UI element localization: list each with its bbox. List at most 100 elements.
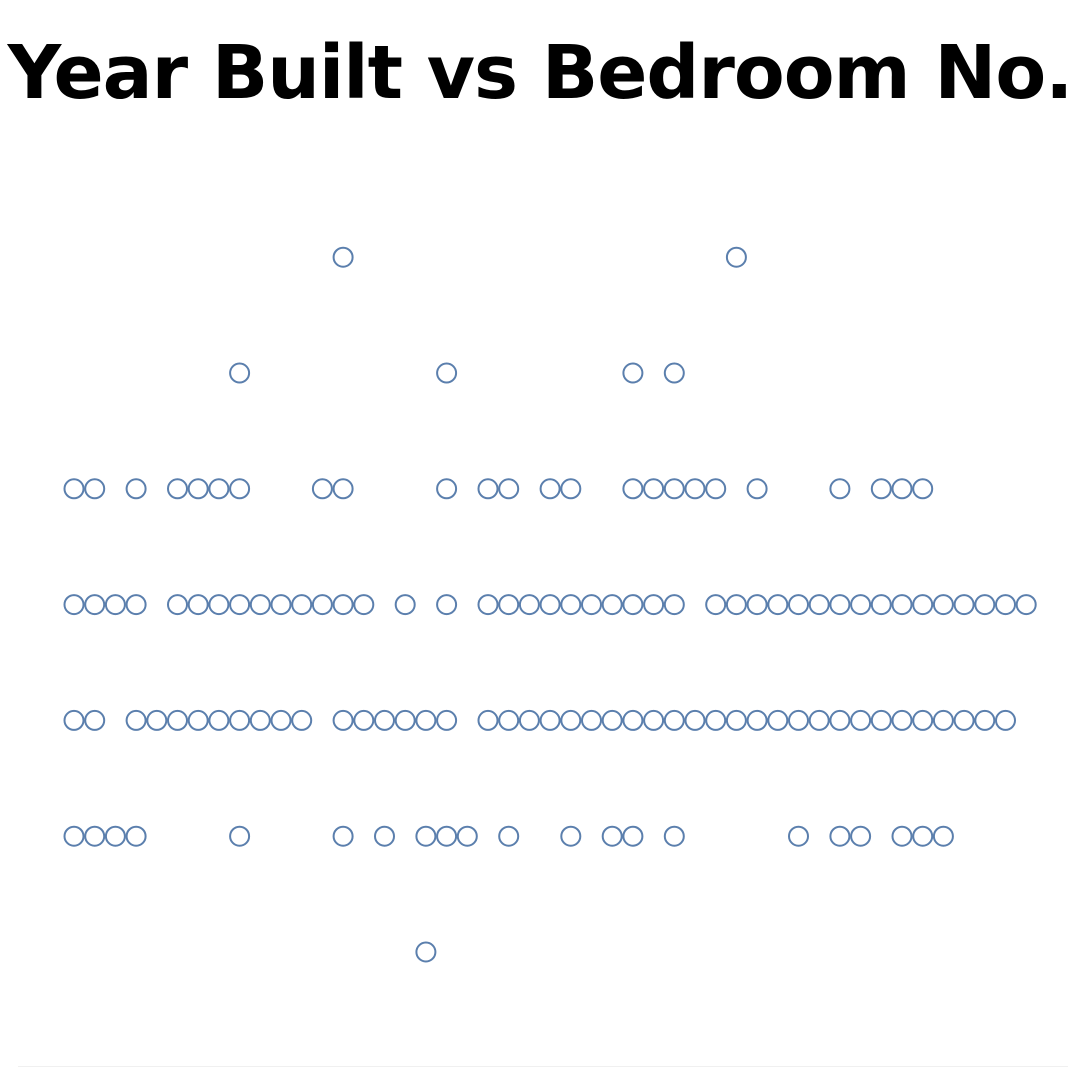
data-point <box>84 709 106 731</box>
data-point <box>581 594 602 616</box>
data-point <box>187 709 209 731</box>
data-point <box>270 594 292 616</box>
data-point <box>394 709 416 731</box>
data-point <box>746 709 768 731</box>
data-point <box>705 709 727 731</box>
data-point <box>291 709 313 731</box>
data-point <box>477 478 499 500</box>
data-point <box>643 709 665 731</box>
data-point <box>1015 594 1037 616</box>
data-point <box>560 594 582 616</box>
data-point <box>394 594 416 616</box>
data-point <box>498 825 520 847</box>
data-point <box>622 825 644 847</box>
data-point <box>891 594 913 616</box>
data-point <box>663 478 685 500</box>
data-point <box>705 594 727 616</box>
data-point <box>808 594 830 616</box>
data-point <box>850 594 872 616</box>
data-point <box>332 478 354 500</box>
data-point <box>104 825 126 847</box>
data-point <box>539 478 561 500</box>
data-point <box>663 362 685 384</box>
data-point <box>63 478 85 500</box>
data-point <box>291 594 313 616</box>
data-point <box>870 709 892 731</box>
data-point <box>208 709 230 731</box>
data-point <box>456 825 478 847</box>
data-point <box>353 709 375 731</box>
data-point <box>477 709 499 731</box>
data-point <box>436 478 458 500</box>
data-point <box>622 594 644 616</box>
data-point <box>84 594 106 616</box>
data-point <box>705 478 727 500</box>
data-point <box>622 709 644 731</box>
data-point <box>229 362 251 384</box>
data-point <box>374 825 395 847</box>
data-point <box>187 478 209 500</box>
data-point <box>104 594 126 616</box>
data-point <box>270 709 292 731</box>
data-point <box>663 825 685 847</box>
data-point <box>208 478 230 500</box>
chart-title: Year Built vs Bedroom No. <box>7 30 1074 116</box>
data-point <box>912 825 934 847</box>
data-point <box>415 709 437 731</box>
data-point <box>601 825 623 847</box>
data-point <box>498 478 520 500</box>
data-point <box>850 825 872 847</box>
data-point <box>229 478 251 500</box>
data-point <box>436 362 458 384</box>
data-point <box>870 478 892 500</box>
data-point <box>995 709 1016 731</box>
data-point <box>725 246 747 268</box>
data-point <box>353 594 375 616</box>
data-point <box>332 709 354 731</box>
data-point <box>829 478 851 500</box>
data-point <box>912 594 934 616</box>
data-point <box>643 594 665 616</box>
data-point <box>560 478 582 500</box>
data-point <box>932 709 954 731</box>
data-point <box>539 594 561 616</box>
data-point <box>229 594 251 616</box>
data-point <box>829 825 851 847</box>
data-point <box>415 825 437 847</box>
data-point <box>249 709 271 731</box>
data-point <box>912 709 934 731</box>
data-point <box>891 478 913 500</box>
data-point <box>187 594 209 616</box>
data-point <box>332 594 354 616</box>
data-point <box>581 709 602 731</box>
data-point <box>684 478 706 500</box>
data-point <box>912 478 934 500</box>
data-point <box>436 825 458 847</box>
data-point <box>788 594 809 616</box>
data-point <box>974 709 996 731</box>
data-point <box>84 478 106 500</box>
data-point <box>518 594 540 616</box>
data-point <box>684 709 706 731</box>
data-point <box>125 478 147 500</box>
data-point <box>167 594 188 616</box>
data-point <box>125 825 147 847</box>
data-point <box>829 709 851 731</box>
data-point <box>332 825 354 847</box>
data-point <box>932 594 954 616</box>
data-point <box>125 709 147 731</box>
data-point <box>229 825 251 847</box>
data-point <box>829 594 851 616</box>
data-point <box>125 594 147 616</box>
data-point <box>374 709 395 731</box>
data-point <box>229 709 251 731</box>
bottom-divider <box>18 1066 1068 1067</box>
data-point <box>84 825 106 847</box>
data-point <box>663 594 685 616</box>
data-point <box>477 594 499 616</box>
data-point <box>498 594 520 616</box>
data-point <box>788 825 809 847</box>
data-point <box>498 709 520 731</box>
data-point <box>601 594 623 616</box>
data-point <box>415 941 437 963</box>
